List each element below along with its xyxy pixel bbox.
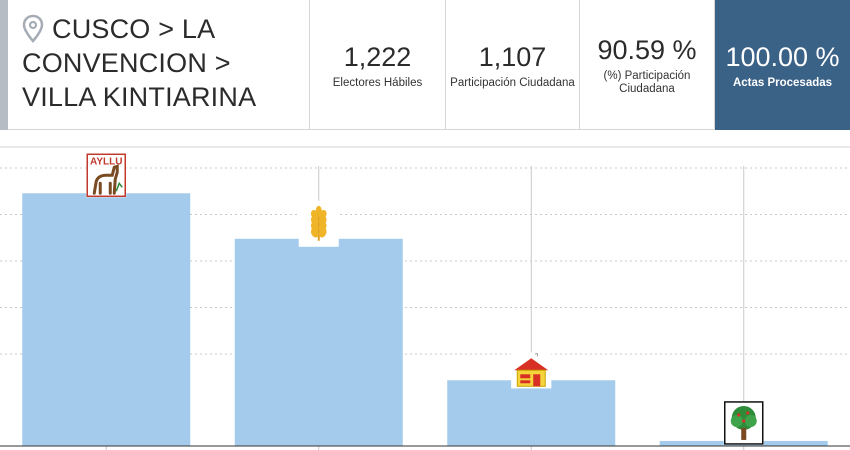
bar	[447, 380, 616, 446]
stat-label: Participación Ciudadana	[450, 76, 575, 89]
stat-value: 1,107	[478, 41, 547, 72]
bar	[22, 193, 191, 446]
wheat-logo	[298, 200, 339, 247]
stat-label: Electores Hábiles	[332, 76, 423, 89]
stat-label: (%) Participación Ciudadana	[603, 70, 691, 95]
stat-value: 100.00 %	[725, 41, 840, 72]
house-logo	[511, 352, 552, 389]
tree-logo	[723, 400, 764, 445]
results-bar-chart-svg: AYLLU	[0, 146, 850, 450]
bar	[234, 238, 403, 446]
results-bar-chart: AYLLU	[0, 146, 850, 450]
stat-participacion-ciudadana: 1,107 Participación Ciudadana	[446, 0, 580, 130]
stat-value: 90.59 %	[597, 35, 697, 65]
stat-actas-procesadas: 100.00 % Actas Procesadas	[715, 0, 850, 130]
stat-value: 1,222	[343, 41, 412, 72]
ayllu-alpaca-logo: AYLLU	[86, 153, 127, 198]
results-summary-header: CUSCO > LA CONVENCION > VILLA KINTIARINA…	[0, 0, 850, 130]
location-pin-icon	[22, 14, 44, 43]
svg-text:AYLLU: AYLLU	[90, 156, 122, 167]
location-path: CUSCO > LA CONVENCION > VILLA KINTIARINA	[22, 14, 257, 112]
location-breadcrumb: CUSCO > LA CONVENCION > VILLA KINTIARINA	[0, 0, 310, 130]
stat-label: Actas Procesadas	[732, 76, 833, 89]
stat-porcentaje-participacion: 90.59 % (%) Participación Ciudadana	[580, 0, 715, 130]
stat-electores-habiles: 1,222 Electores Hábiles	[310, 0, 446, 130]
